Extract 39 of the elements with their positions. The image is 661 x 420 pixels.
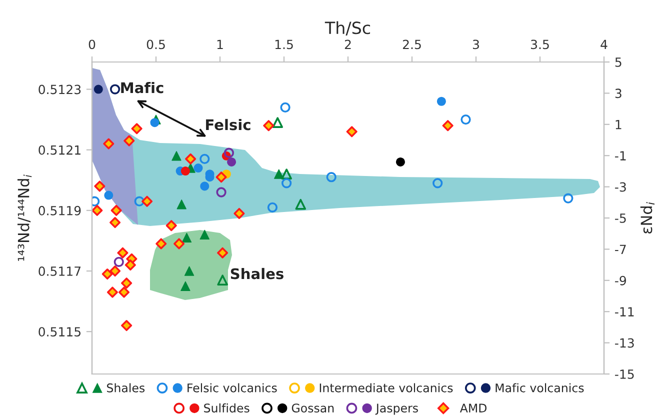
legend-label: Sulfides (204, 403, 250, 413)
x-tick-label: 3 (472, 40, 479, 50)
y2-tick-label: -9 (615, 276, 626, 286)
legend-label: Gossan (292, 404, 334, 413)
x-tick-label: 1 (217, 40, 223, 49)
x-tick-label: 3.5 (531, 40, 549, 50)
legend-label: Jaspers (375, 404, 418, 415)
x-tick-label: 0.5 (146, 40, 165, 50)
y2-tick-label: 5 (615, 58, 622, 67)
legend-label: Shales (106, 383, 145, 392)
y2-tick-label: 1 (616, 120, 622, 130)
y2-tick-label: -15 (615, 370, 634, 379)
annotation: Felsic (206, 118, 250, 130)
y2-axis-title: εNd$_{i}$ (640, 202, 654, 234)
y-tick-label: 0.5119 (38, 206, 81, 216)
legend-label: Intermediate volcanics (320, 383, 453, 392)
x-tick-label: 0 (88, 40, 96, 50)
x-axis-title: Th/Sc (324, 21, 370, 36)
y-tick-label: 0.5121 (38, 145, 80, 155)
y-tick-label: 0.5115 (38, 327, 80, 337)
legend-label: AMD (460, 404, 487, 412)
y2-tick-label: -1 (615, 151, 626, 160)
annotation: Shales (230, 268, 284, 280)
legend-label: Felsic volcanics (188, 383, 277, 392)
y2-tick-label: -7 (615, 244, 626, 254)
x-tick-label: 1.5 (275, 40, 293, 50)
y2-tick-label: -5 (615, 214, 626, 223)
y-tick-label: 0.5117 (38, 266, 81, 276)
x-tick-label: 4 (600, 40, 608, 49)
x-tick-label: 2 (344, 40, 351, 49)
y2-tick-label: -13 (615, 338, 634, 348)
y-tick-label: 0.5123 (38, 84, 81, 94)
y-axis-title: ¹⁴³Nd/¹⁴⁴Nd$_{i}$ (18, 174, 32, 261)
legend-label: Mafic volcanics (496, 383, 584, 392)
y2-tick-label: 3 (615, 88, 622, 98)
annotation: Mafic (121, 82, 164, 94)
y2-tick-label: -3 (615, 182, 626, 192)
x-tick-label: 2.5 (402, 40, 421, 50)
y2-tick-label: -11 (615, 307, 634, 316)
